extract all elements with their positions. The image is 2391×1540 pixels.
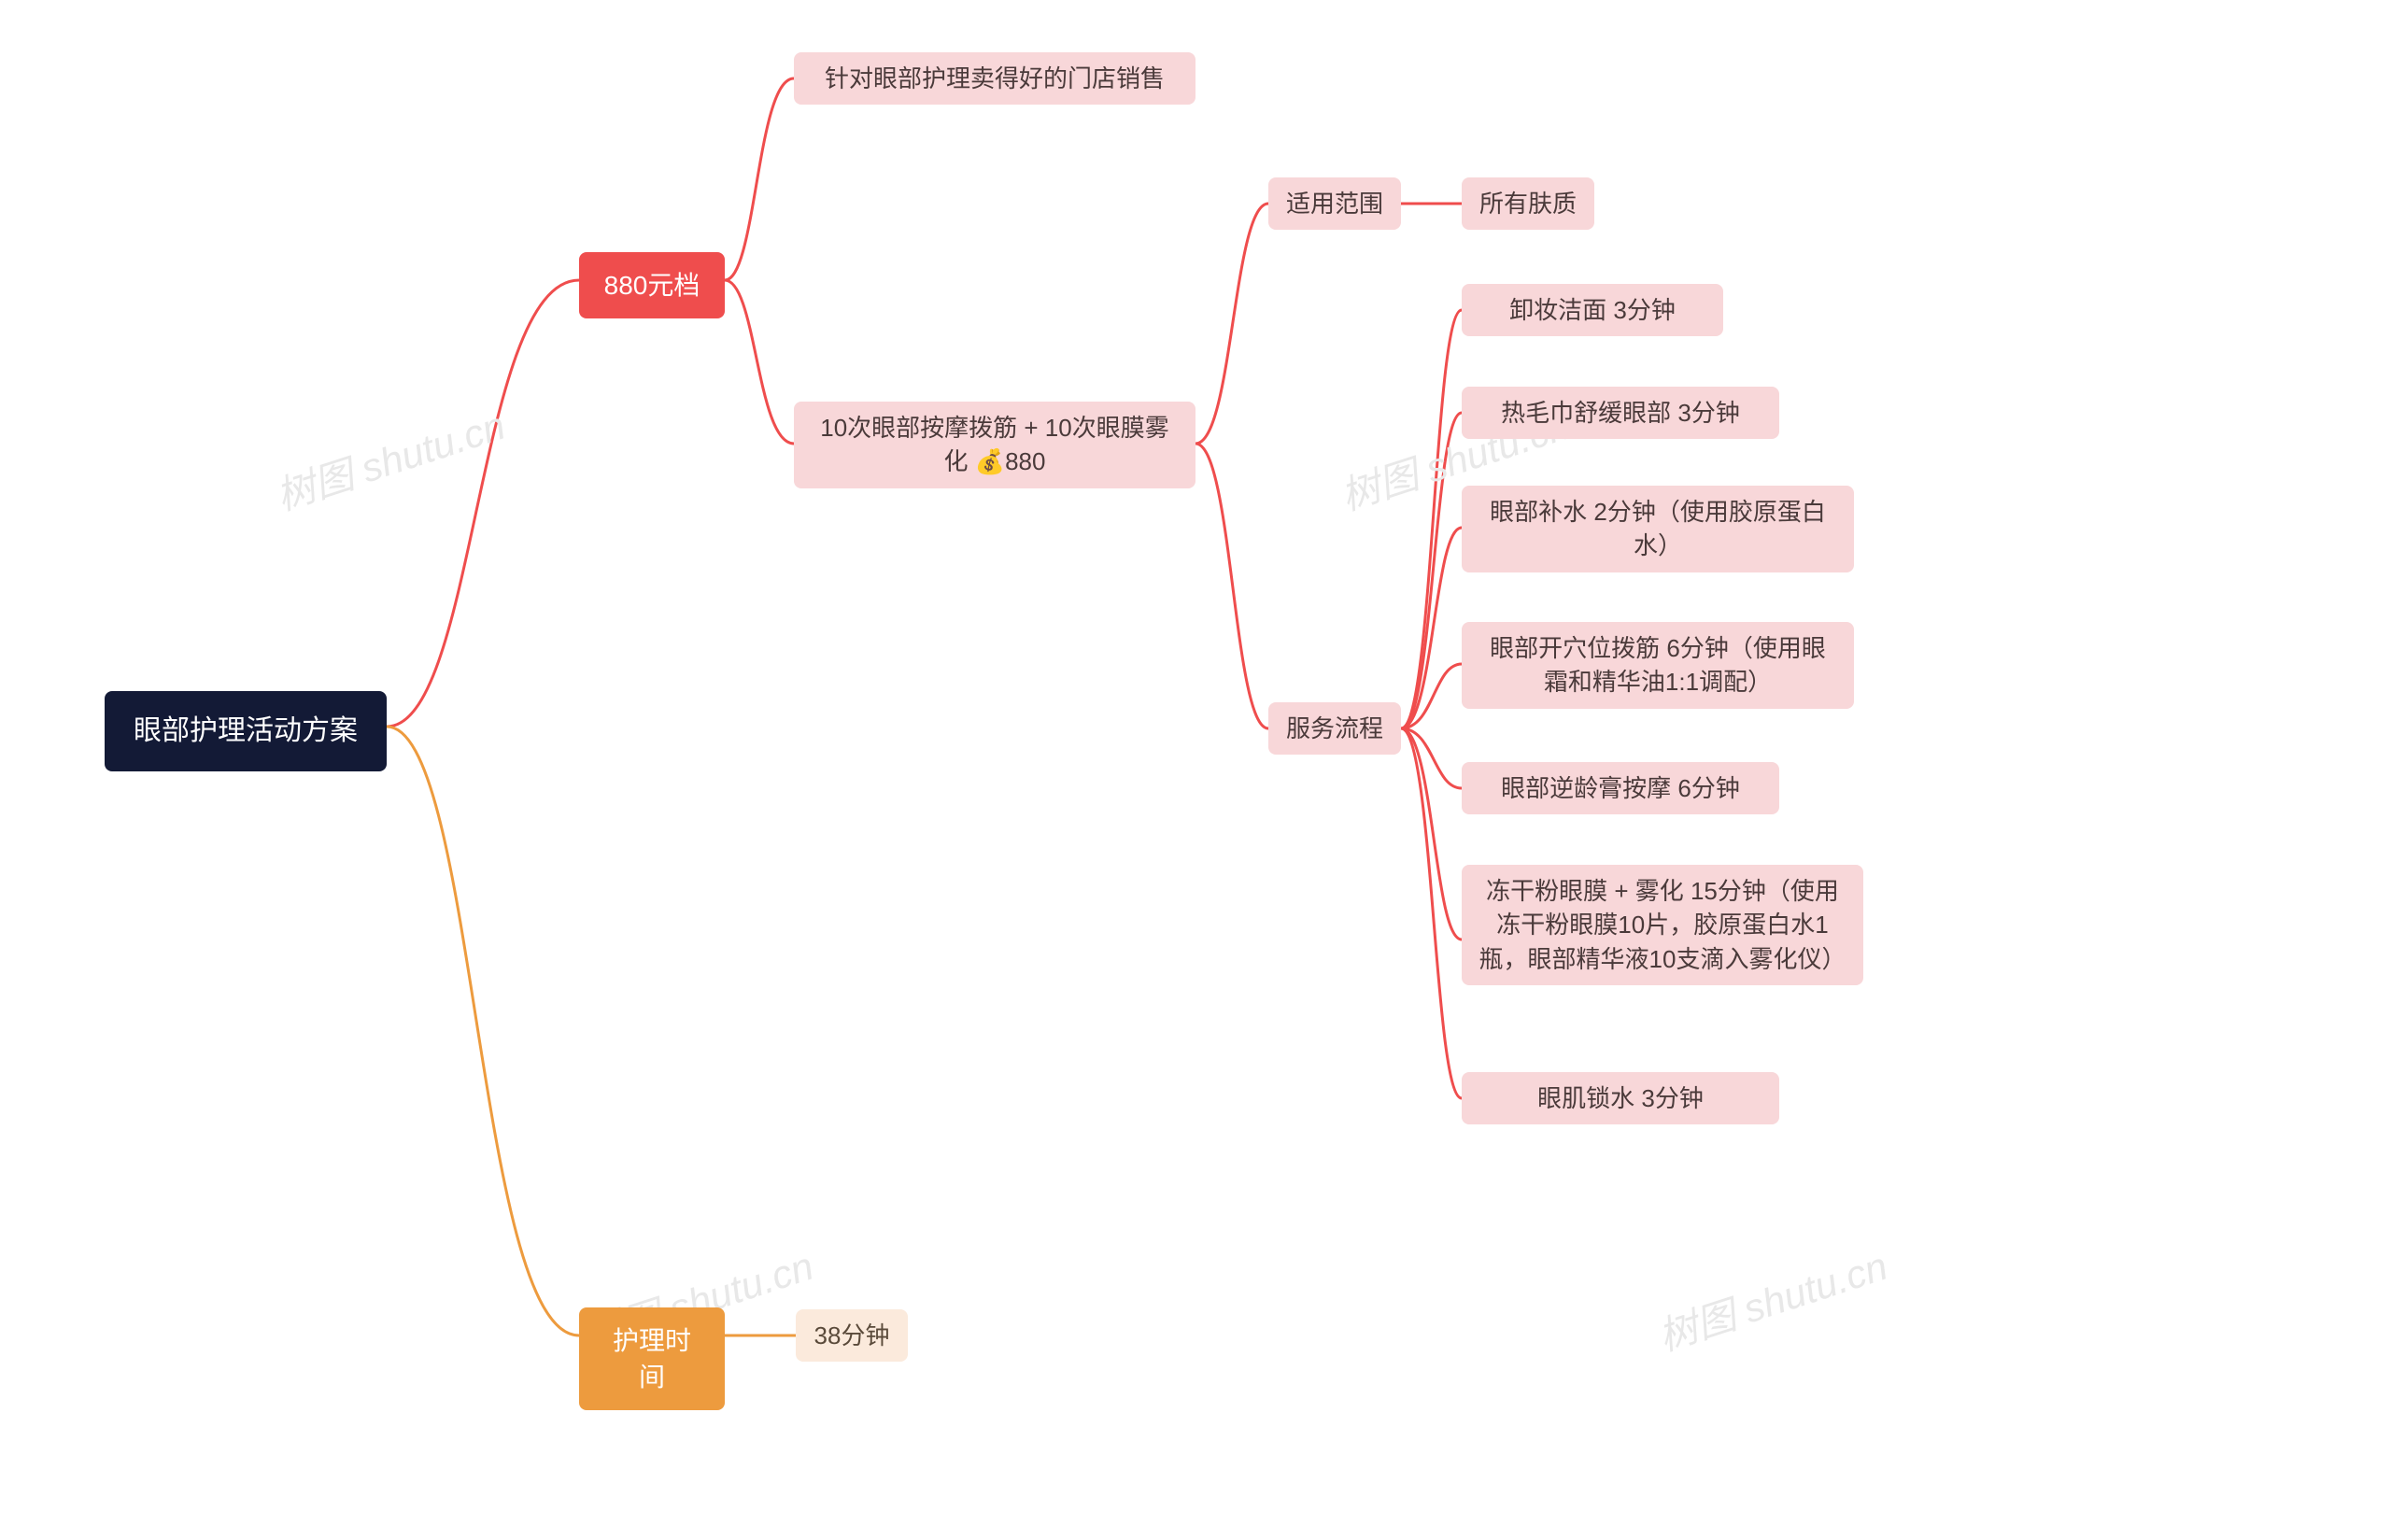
edge-root-b1 [387, 280, 579, 727]
node-target-stores[interactable]: 针对眼部护理卖得好的门店销售 [794, 52, 1196, 105]
edge-b-scope [1196, 204, 1268, 444]
watermark: 树图 shutu.cn [268, 394, 512, 522]
node-scope[interactable]: 适用范围 [1268, 177, 1401, 230]
edge-flow-s5 [1401, 728, 1462, 940]
flow-step[interactable]: 眼部补水 2分钟（使用胶原蛋白水） [1462, 486, 1854, 572]
flow-step[interactable]: 卸妆洁面 3分钟 [1462, 284, 1723, 336]
edge-b1-b [725, 280, 794, 444]
edge-b1-a [725, 78, 794, 280]
watermark: 树图 shutu.cn [1650, 1235, 1894, 1363]
flow-step[interactable]: 热毛巾舒缓眼部 3分钟 [1462, 387, 1779, 439]
edge-flow-s4 [1401, 728, 1462, 788]
branch-time[interactable]: 护理时间 [579, 1307, 725, 1410]
root-node[interactable]: 眼部护理活动方案 [105, 691, 387, 771]
flow-step[interactable]: 眼部开穴位拨筋 6分钟（使用眼霜和精华油1:1调配） [1462, 622, 1854, 709]
edge-flow-s3 [1401, 664, 1462, 728]
edge-root-b2 [387, 727, 579, 1335]
flow-step[interactable]: 冻干粉眼膜 + 雾化 15分钟（使用冻干粉眼膜10片，胶原蛋白水1瓶，眼部精华液… [1462, 865, 1863, 985]
node-flow[interactable]: 服务流程 [1268, 702, 1401, 755]
node-scope-value[interactable]: 所有肤质 [1462, 177, 1594, 230]
node-package-880[interactable]: 10次眼部按摩拨筋 + 10次眼膜雾化 💰880 [794, 402, 1196, 488]
branch-880[interactable]: 880元档 [579, 252, 725, 318]
node-time-value[interactable]: 38分钟 [796, 1309, 908, 1362]
edge-flow-s2 [1401, 528, 1462, 728]
flow-step[interactable]: 眼部逆龄膏按摩 6分钟 [1462, 762, 1779, 814]
edge-flow-s1 [1401, 413, 1462, 728]
flow-step[interactable]: 眼肌锁水 3分钟 [1462, 1072, 1779, 1124]
edge-flow-s6 [1401, 728, 1462, 1098]
edge-b-flow [1196, 444, 1268, 728]
edge-flow-s0 [1401, 310, 1462, 728]
